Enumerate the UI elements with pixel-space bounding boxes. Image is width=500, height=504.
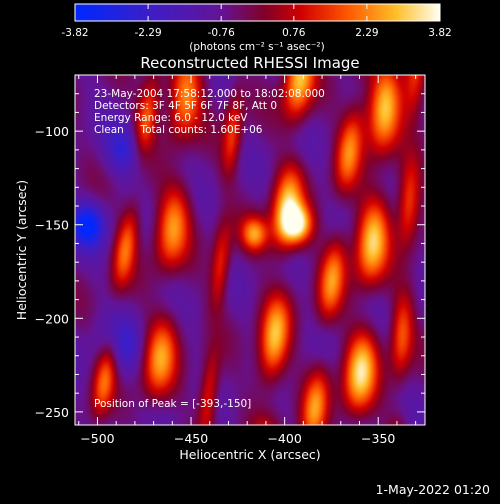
x-tick-label: −500 <box>80 431 114 446</box>
footer-timestamp: 1-May-2022 01:20 <box>376 482 490 497</box>
annotation-detectors: Detectors: 3F 4F 5F 6F 7F 8F, Att 0 <box>94 100 277 112</box>
colorbar: -3.82 -2.29 -0.76 0.76 2.29 3.82 (photons cm⁻… <box>61 3 452 53</box>
colorbar-frame <box>74 3 441 22</box>
y-axis-ticks: −100 −150 −200 −250 <box>35 93 425 420</box>
colorbar-tick-label: -2.29 <box>135 27 162 39</box>
annotation-counts: Clean Total counts: 1.60E+06 <box>94 124 263 136</box>
colorbar-gradient <box>75 4 440 21</box>
x-tick-label: −450 <box>174 431 208 446</box>
x-tick-label: −400 <box>267 431 301 446</box>
annotation-energy: Energy Range: 6.0 - 12.0 keV <box>94 112 248 124</box>
colorbar-tick-label: 0.76 <box>282 27 306 39</box>
y-tick-label: −150 <box>35 218 69 233</box>
colorbar-tick-label: -0.76 <box>208 27 235 39</box>
y-axis-label: Heliocentric Y (arcsec) <box>14 180 29 320</box>
colorbar-tick-label: 2.29 <box>355 27 378 39</box>
peak-position-label: Position of Peak = [-393,-150] <box>94 398 251 410</box>
heatmap-image <box>75 75 425 425</box>
x-tick-label: −350 <box>361 431 395 446</box>
plot-frame <box>74 74 426 426</box>
chart-title: Reconstructed RHESSI Image <box>140 54 359 72</box>
plot-area <box>74 74 426 426</box>
y-tick-label: −100 <box>35 124 69 139</box>
y-tick-label: −250 <box>35 405 69 420</box>
x-axis-ticks: −500 −450 −400 −350 <box>78 75 417 446</box>
x-axis-label: Heliocentric X (arcsec) <box>179 447 320 462</box>
colorbar-tick-label: 3.82 <box>428 27 451 39</box>
y-tick-label: −200 <box>35 311 69 326</box>
info-annotations: 23-May-2004 17:58:12.000 to 18:02:08.000… <box>94 88 325 136</box>
colorbar-ticks: -3.82 -2.29 -0.76 0.76 2.29 3.82 <box>61 4 452 39</box>
colorbar-unit-label: (photons cm⁻² s⁻¹ asec⁻²) <box>189 41 324 53</box>
colorbar-tick-label: -3.82 <box>61 27 88 39</box>
annotation-time: 23-May-2004 17:58:12.000 to 18:02:08.000 <box>94 88 325 100</box>
